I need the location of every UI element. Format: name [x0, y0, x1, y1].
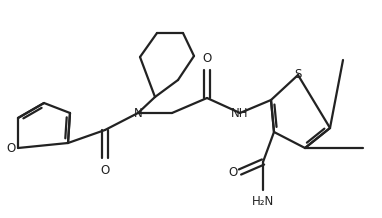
Text: N: N [134, 107, 142, 119]
Text: O: O [228, 165, 238, 179]
Text: O: O [6, 141, 16, 155]
Text: O: O [100, 164, 110, 177]
Text: NH: NH [231, 107, 249, 119]
Text: O: O [202, 52, 212, 65]
Text: S: S [294, 68, 302, 80]
Text: H₂N: H₂N [252, 195, 274, 208]
